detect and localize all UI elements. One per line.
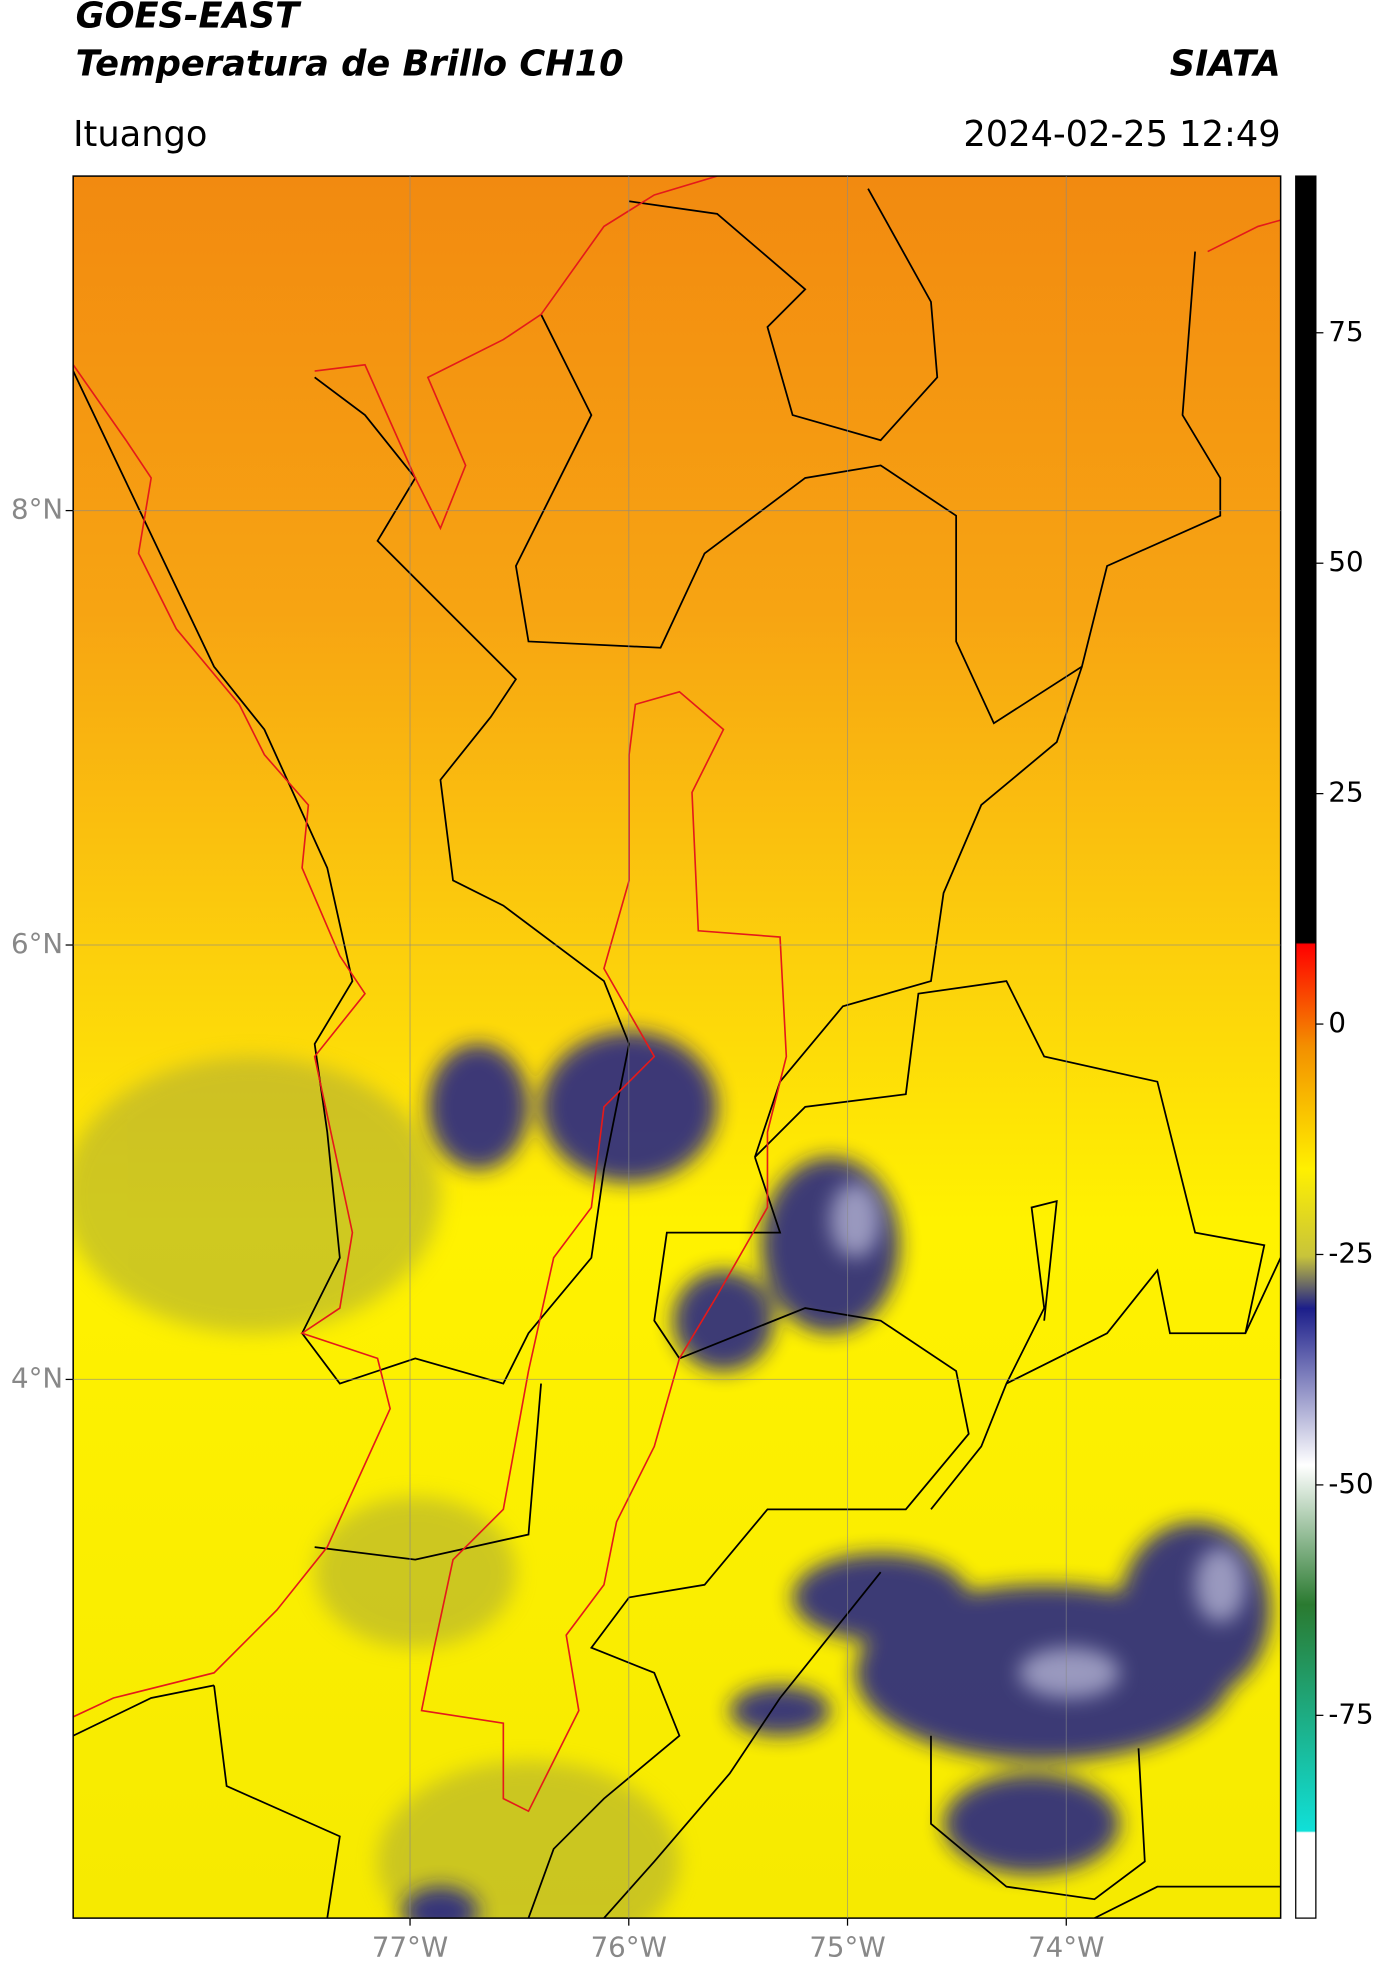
location: Ituango (73, 114, 207, 155)
lat-tick-label: 4°N (11, 1361, 63, 1394)
map-frame (72, 175, 1282, 1919)
lon-tick-label: 75°W (809, 1930, 885, 1963)
subtitle: Temperatura de Brillo CH10 (76, 43, 624, 84)
colorbar (1295, 175, 1317, 1919)
lon-tick-label: 74°W (1028, 1930, 1104, 1963)
colorbar-tick-label: 25 (1328, 776, 1363, 809)
colorbar-tick-label: 75 (1328, 315, 1363, 348)
colorbar-tick-label: 50 (1328, 545, 1363, 578)
title: GOES-EAST (76, 0, 302, 37)
colorbar-tick-label: -25 (1328, 1236, 1373, 1269)
lat-tick-label: 6°N (11, 927, 63, 960)
colorbar-tick-label: 0 (1328, 1006, 1346, 1039)
lon-tick-label: 77°W (372, 1930, 448, 1963)
datetime: 2024-02-25 12:49 (963, 114, 1280, 155)
organization: SIATA (1170, 43, 1281, 84)
lat-tick-label: 8°N (11, 493, 63, 526)
lon-tick-label: 76°W (591, 1930, 667, 1963)
map-image (73, 176, 1281, 1919)
colorbar-tick-label: -75 (1328, 1697, 1373, 1730)
colorbar-tick-label: -50 (1328, 1467, 1373, 1500)
